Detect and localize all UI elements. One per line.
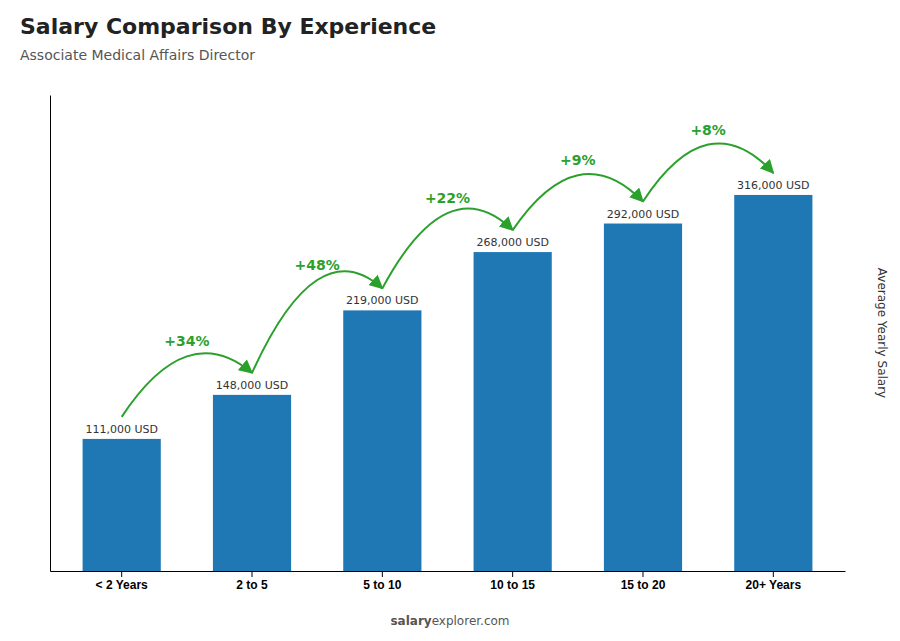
x-tick-label: < 2 Years [96, 578, 148, 592]
chart: Salary Comparison By Experience Associate… [0, 0, 900, 641]
data-label: 219,000 USD [346, 294, 419, 307]
x-tick-mark [252, 571, 253, 577]
x-tick: 2 to 5 [236, 571, 268, 592]
x-axis: < 2 Years 2 to 5 5 to 10 10 to 15 15 to 20 20… [51, 571, 846, 592]
bar [734, 195, 812, 571]
change-label: +48% [295, 257, 340, 273]
data-label: 316,000 USD [737, 179, 810, 192]
change-label: +34% [164, 333, 209, 349]
data-label: 148,000 USD [216, 379, 289, 392]
x-tick-mark [642, 571, 643, 577]
change-label: +8% [690, 122, 726, 138]
change-label: +9% [560, 152, 596, 168]
change-arrow [513, 174, 643, 230]
plot: < 2 Years 2 to 5 5 to 10 10 to 15 15 to 20 20… [51, 96, 846, 592]
x-tick-mark [121, 571, 122, 577]
data-label: 268,000 USD [476, 236, 549, 249]
x-tick: 10 to 15 [490, 571, 535, 592]
change-arrow [382, 209, 512, 289]
y-axis [50, 96, 51, 572]
x-tick-label: 2 to 5 [236, 578, 268, 592]
bars [83, 195, 813, 571]
x-tick-label: 20+ Years [746, 578, 802, 592]
x-tick-mark [382, 571, 383, 577]
y-axis-line [50, 96, 51, 572]
x-axis-line [51, 571, 846, 572]
y-axis-title: Average Yearly Salary [875, 268, 889, 398]
x-tick: 5 to 10 [363, 571, 401, 592]
data-label: 111,000 USD [85, 423, 158, 436]
bar [83, 439, 161, 571]
bar [474, 252, 552, 571]
data-labels: 111,000 USD 148,000 USD 219,000 USD 268,000… [85, 179, 809, 436]
watermark-part: explorer.com [432, 614, 510, 628]
x-tick-mark [512, 571, 513, 577]
x-tick: < 2 Years [96, 571, 148, 592]
x-tick-label: 5 to 10 [363, 578, 401, 592]
watermark: salaryexplorer.com [390, 614, 509, 628]
x-tick: 15 to 20 [621, 571, 666, 592]
change-arrow [252, 271, 382, 373]
watermark-part: salary [390, 614, 431, 628]
change-annotations: +34% +48% +22% +9% +8% [122, 122, 774, 417]
bar [343, 310, 421, 571]
change-label: +22% [425, 190, 470, 206]
x-tick: 20+ Years [746, 571, 802, 592]
data-label: 292,000 USD [607, 208, 680, 221]
bar [213, 395, 291, 571]
x-tick-label: 15 to 20 [621, 578, 666, 592]
title: Salary Comparison By Experience [20, 14, 436, 39]
change-arrow [122, 353, 252, 417]
subtitle: Associate Medical Affairs Director [20, 47, 255, 63]
bar [604, 224, 682, 571]
x-tick-label: 10 to 15 [490, 578, 535, 592]
change-arrow [643, 143, 773, 201]
x-tick-mark [773, 571, 774, 577]
